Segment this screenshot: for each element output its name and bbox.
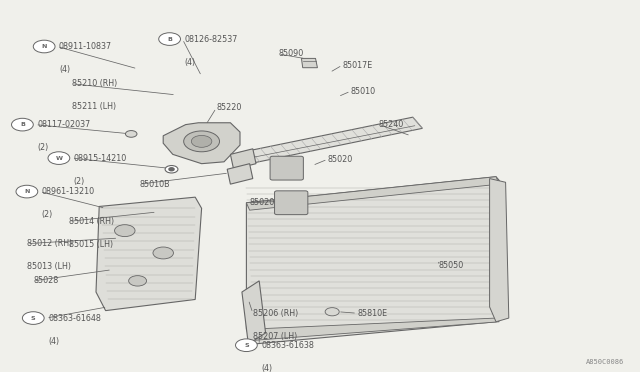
Circle shape (33, 40, 55, 53)
Text: 08126-82537: 08126-82537 (184, 35, 237, 44)
Circle shape (115, 225, 135, 237)
Polygon shape (163, 123, 240, 164)
Circle shape (125, 131, 137, 137)
Polygon shape (490, 179, 509, 322)
Text: 08961-13210: 08961-13210 (42, 187, 95, 196)
Text: 85010: 85010 (351, 87, 376, 96)
Text: (4): (4) (59, 65, 70, 74)
Text: 85020: 85020 (250, 198, 275, 207)
Text: N: N (24, 189, 29, 194)
Text: N: N (42, 44, 47, 49)
Circle shape (236, 339, 257, 352)
Text: B: B (20, 122, 25, 127)
Text: 08363-61638: 08363-61638 (261, 341, 314, 350)
Text: 85015 (LH): 85015 (LH) (69, 240, 113, 249)
Text: 85014 (RH): 85014 (RH) (69, 217, 115, 226)
Text: 85211 (LH): 85211 (LH) (72, 102, 116, 111)
Circle shape (165, 166, 178, 173)
FancyBboxPatch shape (275, 191, 308, 215)
Circle shape (16, 185, 38, 198)
Circle shape (191, 135, 212, 147)
Text: (4): (4) (184, 58, 195, 67)
Text: 85810E: 85810E (357, 309, 387, 318)
Circle shape (153, 247, 173, 259)
Polygon shape (246, 177, 499, 210)
Polygon shape (242, 281, 266, 344)
Text: 85050: 85050 (438, 262, 463, 270)
Circle shape (129, 276, 147, 286)
Polygon shape (301, 58, 317, 68)
Polygon shape (246, 177, 499, 344)
Text: S: S (31, 315, 36, 321)
Text: 85220: 85220 (216, 103, 242, 112)
Circle shape (325, 308, 339, 316)
Text: 85207 (LH): 85207 (LH) (253, 332, 297, 341)
Text: S: S (244, 343, 249, 348)
Polygon shape (96, 197, 202, 311)
Circle shape (22, 312, 44, 324)
Text: 85090: 85090 (278, 49, 303, 58)
Circle shape (184, 131, 220, 152)
FancyBboxPatch shape (270, 156, 303, 180)
Polygon shape (240, 117, 422, 164)
Text: 08911-10837: 08911-10837 (59, 42, 112, 51)
Text: 85210 (RH): 85210 (RH) (72, 79, 117, 88)
Text: (2): (2) (42, 210, 53, 219)
Text: 08363-61648: 08363-61648 (48, 314, 101, 323)
Text: 85013 (LH): 85013 (LH) (27, 262, 71, 271)
Circle shape (169, 168, 174, 171)
Text: B: B (167, 36, 172, 42)
Text: 85240: 85240 (379, 120, 404, 129)
Text: 85017E: 85017E (342, 61, 372, 70)
Circle shape (12, 118, 33, 131)
Text: 85010B: 85010B (140, 180, 170, 189)
Circle shape (48, 152, 70, 164)
Text: 08117-02037: 08117-02037 (37, 120, 90, 129)
Text: 85028: 85028 (33, 276, 58, 285)
Text: (2): (2) (74, 177, 85, 186)
Circle shape (159, 33, 180, 45)
Text: 85020: 85020 (328, 155, 353, 164)
Text: (2): (2) (37, 143, 49, 152)
Text: W: W (56, 155, 62, 161)
Text: 85206 (RH): 85206 (RH) (253, 309, 298, 318)
Polygon shape (227, 164, 253, 184)
Text: 85012 (RH): 85012 (RH) (27, 239, 72, 248)
Text: (4): (4) (48, 337, 59, 346)
Text: (4): (4) (261, 364, 272, 372)
Text: A850C0086: A850C0086 (586, 359, 624, 365)
Polygon shape (230, 149, 256, 169)
Text: 08915-14210: 08915-14210 (74, 154, 127, 163)
Polygon shape (250, 318, 499, 340)
